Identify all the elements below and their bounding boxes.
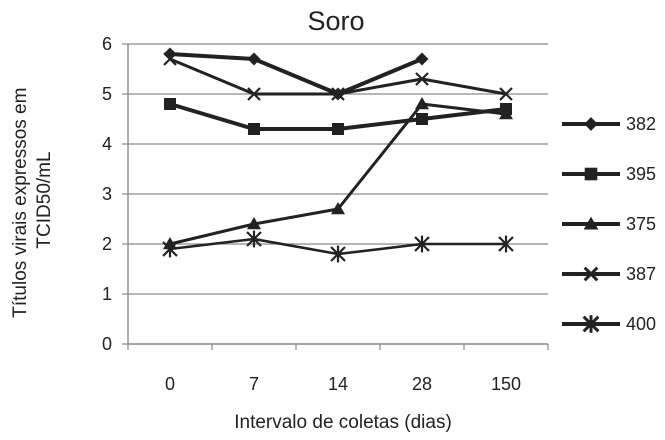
y-axis-label-line-2: TCID50/mL [34,151,55,248]
y-tick-label: 2 [102,234,112,254]
y-tick-label: 0 [102,334,112,354]
legend-label: 387 [626,264,656,284]
point-square [416,113,428,125]
point-star [162,240,178,258]
point-star [582,315,600,333]
point-triangle [499,107,513,120]
point-diamond [415,52,429,66]
x-tick-label: 7 [249,374,259,394]
point-diamond [584,117,598,131]
point-diamond [247,52,261,66]
legend-item-395: 395 [562,164,656,184]
y-axis-label-line-1: Títulos virais expressos em [10,88,31,318]
point-x [331,87,345,101]
series-400 [162,230,514,263]
chart-title: Soro [307,6,364,36]
point-x [583,266,599,282]
legend-label: 375 [626,214,656,234]
point-triangle [583,216,599,230]
y-tick-label: 4 [102,134,112,154]
point-star [414,235,430,253]
legend-item-382: 382 [562,114,656,134]
x-tick-labels: 0 7 14 28 150 [165,374,521,394]
point-square [332,123,344,135]
point-x [499,87,513,101]
x-tick-label: 150 [491,374,521,394]
point-x [163,52,177,66]
y-axis-label: Títulos virais expressos em TCID50/mL [10,82,55,317]
point-triangle [331,202,345,215]
axes [127,44,549,350]
legend-item-387: 387 [562,264,656,284]
series-387 [163,52,513,101]
series-group [162,47,514,263]
legend-item-375: 375 [562,214,656,234]
legend-label: 382 [626,114,656,134]
series-375 [163,97,513,250]
x-tick-label: 28 [412,374,432,394]
y-tick-label: 6 [102,34,112,54]
point-x [247,87,261,101]
y-tick-label: 5 [102,84,112,104]
series-line [169,52,423,96]
legend-label: 395 [626,164,656,184]
point-square [164,98,176,110]
y-tick-label: 1 [102,284,112,304]
point-star [498,235,514,253]
y-tick-label: 3 [102,184,112,204]
point-star [330,245,346,263]
point-star [246,230,262,248]
point-square [584,167,598,181]
legend: 382 395 375 387 400 [562,114,656,334]
x-tick-label: 14 [328,374,348,394]
point-triangle [247,217,261,230]
legend-label: 400 [626,314,656,334]
x-axis-label: Intervalo de coletas (dias) [234,412,452,433]
point-triangle [415,97,429,110]
legend-item-400: 400 [562,314,656,334]
point-x [415,72,429,86]
x-tick-label: 0 [165,374,175,394]
y-tick-labels: 0 1 2 3 4 5 6 [102,34,112,354]
series-395 [164,98,512,135]
point-square [248,123,260,135]
